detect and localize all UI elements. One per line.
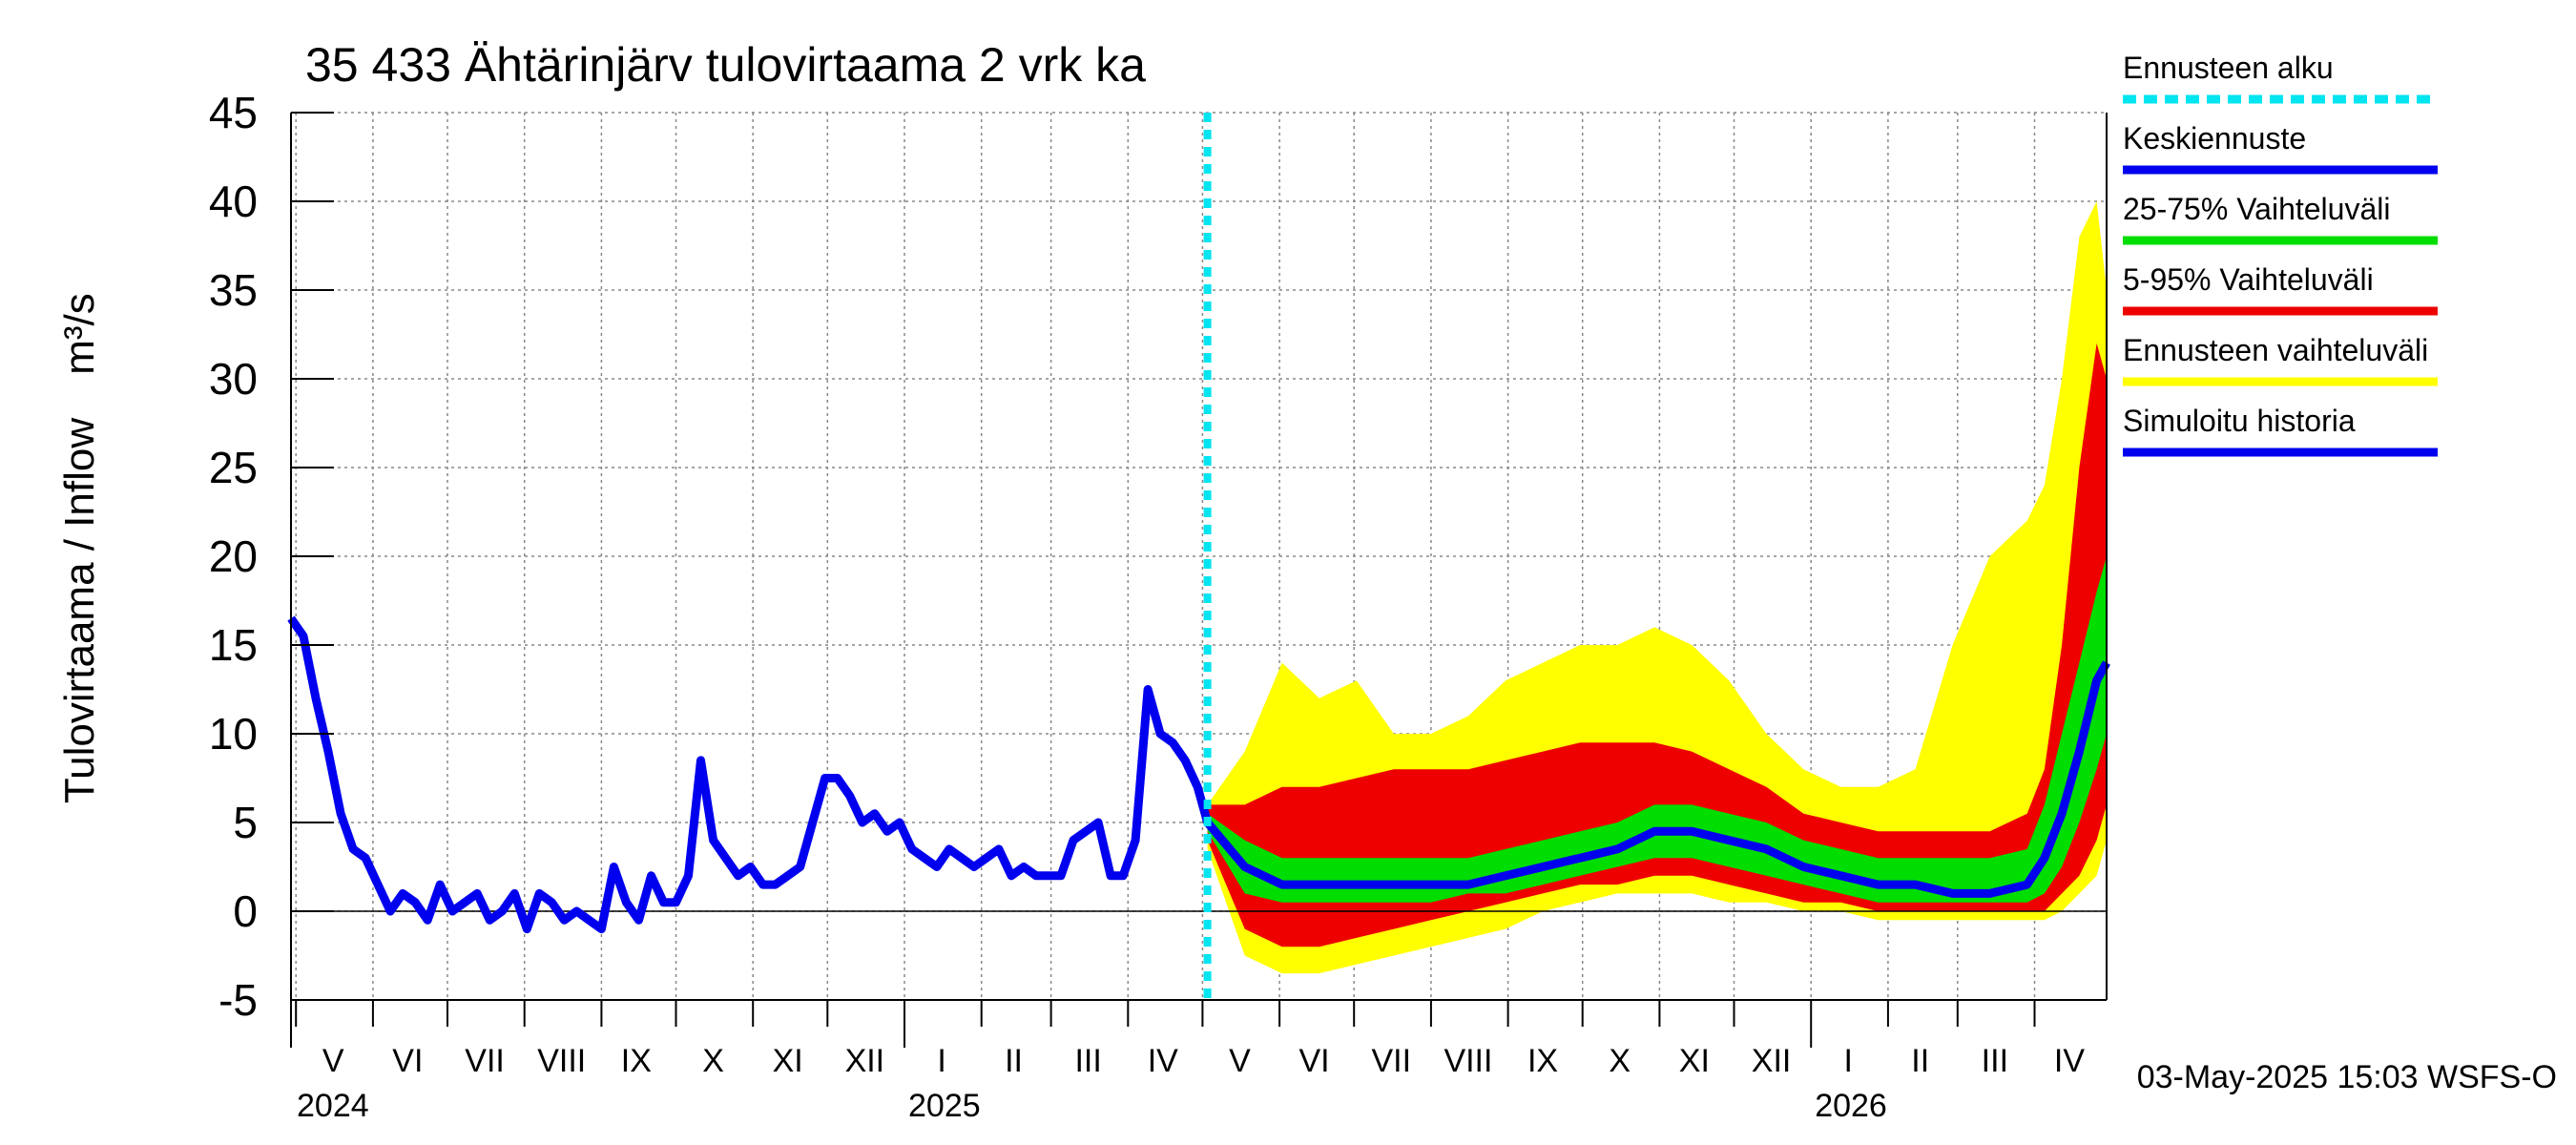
month-label: IV <box>2054 1043 2085 1079</box>
x-year-labels: 2024 2025 2026 <box>297 1088 1887 1124</box>
mean-forecast-line <box>1204 660 2110 898</box>
month-label: VI <box>1298 1043 1329 1079</box>
month-label: IV <box>1148 1043 1178 1079</box>
month-label: XII <box>1752 1043 1792 1079</box>
month-label: IX <box>621 1043 652 1079</box>
y-tick-label: 20 <box>209 531 258 581</box>
month-label: XI <box>1679 1043 1710 1079</box>
month-label: XII <box>845 1043 885 1079</box>
footer-timestamp: 03-May-2025 15:03 WSFS-O <box>2137 1059 2557 1095</box>
month-label: XI <box>773 1043 803 1079</box>
legend-label: Keskiennuste <box>2123 121 2306 156</box>
legend-label: 5-95% Vaihteluväli <box>2123 262 2374 297</box>
month-label: VII <box>465 1043 505 1079</box>
y-tick-label: 25 <box>209 443 258 492</box>
legend-label: Ennusteen vaihteluväli <box>2123 333 2428 367</box>
y-tick-label: 45 <box>209 88 258 137</box>
y-tick-label: -5 <box>218 975 258 1025</box>
month-label: V <box>1229 1043 1251 1079</box>
p5-95-band <box>1207 343 2107 947</box>
y-tick-label: 0 <box>233 886 258 936</box>
month-label: III <box>1982 1043 2008 1079</box>
simulated-history-line <box>287 615 1212 934</box>
y-tick-label: 10 <box>209 709 258 759</box>
y-tick-label: 40 <box>209 177 258 226</box>
month-label: V <box>322 1043 344 1079</box>
legend-label: 25-75% Vaihteluväli <box>2123 192 2390 226</box>
year-label: 2024 <box>297 1088 369 1124</box>
y-tick-label: 35 <box>209 265 258 315</box>
axes <box>290 112 2108 1048</box>
month-label: X <box>1609 1043 1631 1079</box>
y-axis-unit: m³/s <box>56 293 103 375</box>
month-label: I <box>1844 1043 1853 1079</box>
month-label: IX <box>1527 1043 1558 1079</box>
month-label: I <box>937 1043 945 1079</box>
year-label: 2026 <box>1815 1088 1887 1124</box>
month-label: II <box>1005 1043 1023 1079</box>
legend-label: Simuloitu historia <box>2123 404 2356 438</box>
y-tick-label: 30 <box>209 354 258 404</box>
month-label: VI <box>392 1043 423 1079</box>
chart-title: 35 433 Ähtärinjärv tulovirtaama 2 vrk ka <box>305 38 1146 92</box>
month-label: III <box>1074 1043 1101 1079</box>
month-label: VIII <box>1444 1043 1492 1079</box>
grid <box>291 112 2107 1001</box>
month-label: VII <box>1371 1043 1411 1079</box>
y-axis-label: Tulovirtaama / Inflow <box>56 418 103 804</box>
month-label: VIII <box>537 1043 586 1079</box>
legend: Ennusteen alku Keskiennuste 25-75% Vaihtel… <box>2123 51 2438 457</box>
y-tick-label: 5 <box>233 798 258 847</box>
month-label: X <box>702 1043 724 1079</box>
y-tick-label: 15 <box>209 620 258 670</box>
month-label: II <box>1911 1043 1929 1079</box>
legend-label: Ennusteen alku <box>2123 51 2334 85</box>
year-label: 2025 <box>908 1088 981 1124</box>
y-tick-labels: 45 40 35 30 25 20 15 10 5 0 -5 <box>209 88 258 1025</box>
x-month-labels: V VI VII VIII IX X XI XII I II III IV V VI VII VIII IX X X… <box>322 1043 2085 1079</box>
